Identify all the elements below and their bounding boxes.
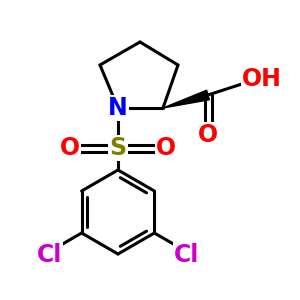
Text: Cl: Cl	[174, 242, 199, 267]
Text: N: N	[108, 96, 128, 120]
Text: Cl: Cl	[37, 242, 62, 266]
Text: O: O	[156, 136, 176, 160]
Text: S: S	[110, 136, 127, 160]
Text: O: O	[198, 123, 218, 147]
Text: OH: OH	[242, 67, 282, 91]
Polygon shape	[163, 90, 209, 108]
Text: O: O	[60, 136, 80, 160]
